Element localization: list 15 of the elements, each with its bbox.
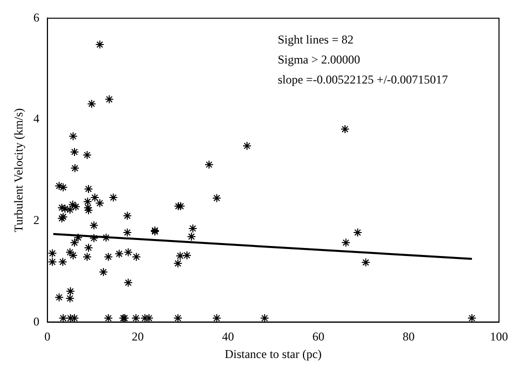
x-tick-label: 60 <box>312 330 324 344</box>
x-tick-label: 80 <box>402 330 415 344</box>
y-tick-label: 2 <box>33 213 40 228</box>
y-tick-label: 0 <box>33 314 40 328</box>
x-axis-title: Distance to star (pc) <box>224 346 322 361</box>
y-tick-label: 6 <box>33 10 40 24</box>
x-tick-label: 100 <box>490 330 508 344</box>
y-tick-label: 4 <box>33 112 40 126</box>
annotation: slope =-0.00522125 +/-0.00715017 <box>278 72 448 86</box>
y-axis-title: Turbulent Velocity (km/s) <box>11 108 26 232</box>
x-tick-label: 40 <box>222 330 234 344</box>
annotation: Sigma > 2.00000 <box>278 52 360 66</box>
x-tick-label: 0 <box>44 330 50 344</box>
annotation: Sight lines = 82 <box>278 32 354 46</box>
x-tick-label: 20 <box>132 330 144 344</box>
